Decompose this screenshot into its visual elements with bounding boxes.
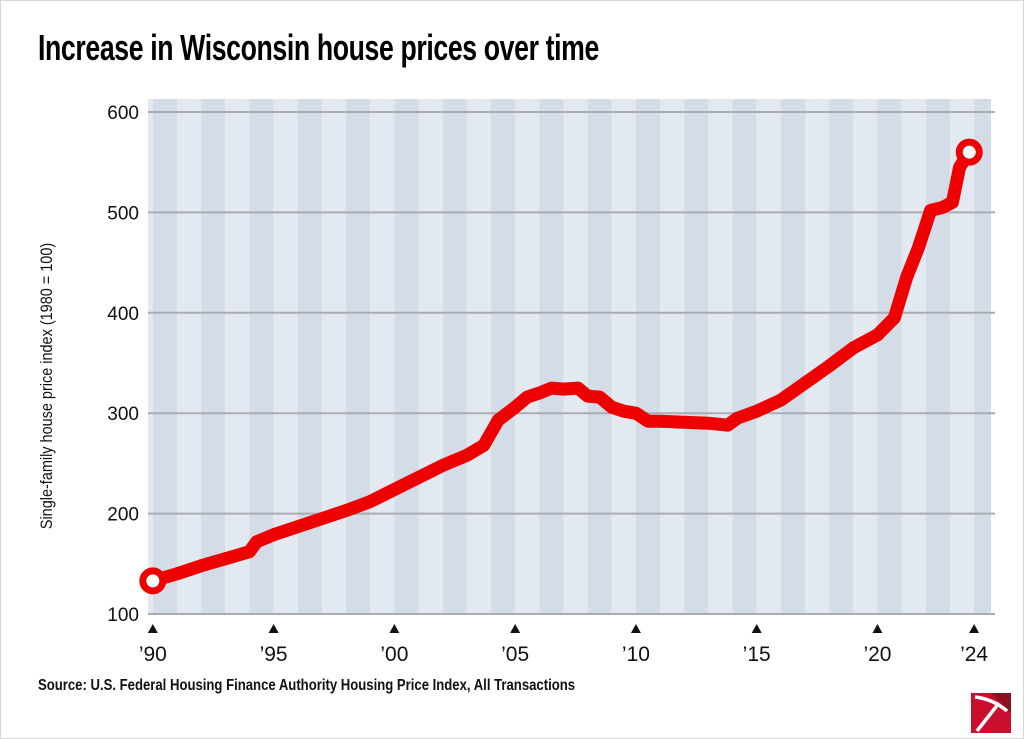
year-stripe [780, 99, 806, 614]
y-tick-label: 100 [107, 605, 139, 626]
year-stripe [974, 99, 991, 614]
x-tick-label: ’20 [863, 643, 891, 666]
year-stripe [563, 99, 588, 614]
year-stripe [877, 99, 902, 614]
chart-title: Increase in Wisconsin house prices over … [38, 27, 599, 68]
y-tick-label: 500 [107, 203, 139, 224]
year-stripe [321, 99, 347, 614]
year-stripe [370, 99, 395, 614]
y-tick-label: 400 [107, 304, 139, 325]
year-stripe [418, 99, 443, 614]
year-stripe [539, 99, 564, 614]
y-tick-label: 600 [107, 103, 139, 124]
year-stripe [901, 99, 926, 614]
x-tick-marker [268, 624, 279, 633]
year-stripe [442, 99, 467, 614]
year-stripe [148, 99, 153, 614]
year-stripe [346, 99, 371, 614]
x-tick-marker [872, 624, 883, 633]
x-tick-marker [969, 624, 980, 633]
year-stripe [201, 99, 226, 614]
year-stripe [152, 99, 177, 614]
x-tick-label: ’15 [743, 643, 771, 666]
x-tick-marker [751, 624, 762, 633]
x-tick-marker [510, 624, 521, 633]
year-stripe [684, 99, 709, 614]
year-stripe [466, 99, 491, 614]
year-stripe [660, 99, 685, 614]
x-tick-label: ’95 [260, 643, 288, 666]
endpoint-marker [955, 138, 983, 166]
x-tick-label: ’05 [501, 643, 529, 666]
year-stripe [249, 99, 274, 614]
x-tick-marker [389, 624, 400, 633]
source-note: Source: U.S. Federal Housing Finance Aut… [38, 677, 576, 694]
year-stripe [635, 99, 661, 614]
pickaxe-logo [971, 693, 1011, 733]
year-stripe [708, 99, 733, 614]
gridlines [148, 111, 995, 615]
y-tick-label: 300 [107, 404, 139, 425]
x-tick-label: ’90 [139, 643, 167, 666]
x-tick-label: ’10 [622, 643, 650, 666]
year-stripe [587, 99, 612, 614]
series-line [139, 138, 983, 595]
x-tick-marker [630, 624, 641, 633]
year-stripe [925, 99, 950, 614]
x-tick-label: ’24 [960, 643, 988, 666]
y-tick-label: 200 [107, 505, 139, 526]
year-stripe [756, 99, 781, 614]
year-stripe [176, 99, 202, 614]
year-stripe [225, 99, 250, 614]
year-stripes [148, 99, 991, 614]
year-stripe [490, 99, 516, 614]
year-stripe [853, 99, 878, 614]
y-ticks: 100 200 300 400 500 600 [107, 103, 139, 626]
x-tick-marker [147, 624, 158, 633]
series-line-path [146, 145, 976, 588]
year-stripe [732, 99, 757, 614]
year-stripe [515, 99, 540, 614]
x-tick-label: ’00 [380, 643, 408, 666]
x-ticks: ’90 ’95 ’00 ’05 ’10 ’15 ’20 ’24 [139, 624, 988, 666]
year-stripe [805, 99, 830, 614]
year-stripe [611, 99, 636, 614]
year-stripe [297, 99, 322, 614]
endpoint-marker [139, 567, 167, 595]
year-stripe [394, 99, 419, 614]
